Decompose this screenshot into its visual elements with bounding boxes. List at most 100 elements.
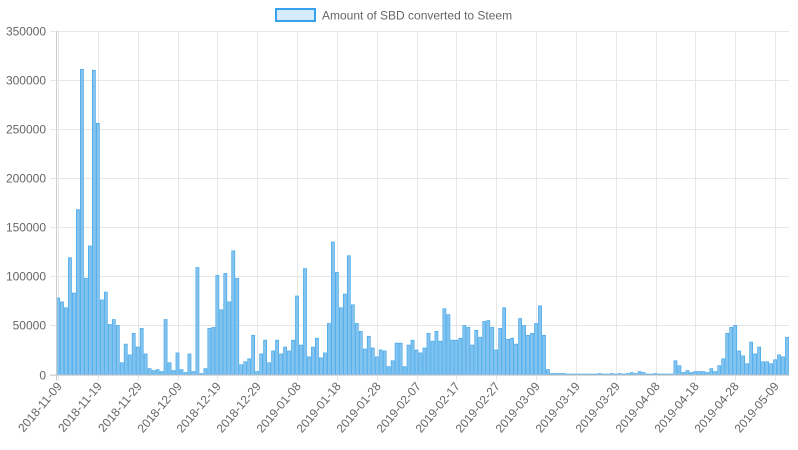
bar[interactable] [474,330,479,375]
bar[interactable] [378,349,383,375]
bar[interactable] [91,69,96,375]
bar[interactable] [119,362,124,375]
bar[interactable] [227,301,232,375]
bar[interactable] [781,356,785,375]
bar[interactable] [430,340,435,375]
bar[interactable] [390,360,395,375]
bar[interactable] [546,369,550,375]
bar[interactable] [111,319,116,375]
bar[interactable] [422,347,427,375]
bar[interactable] [76,209,80,375]
bar[interactable] [761,361,765,375]
bar[interactable] [299,344,303,375]
bar[interactable] [350,304,355,375]
bar[interactable] [534,323,538,375]
bar[interactable] [681,372,686,375]
bar[interactable] [255,371,260,375]
bar[interactable] [319,357,323,375]
bar[interactable] [745,363,750,375]
bar[interactable] [749,341,754,375]
bar[interactable] [283,346,287,375]
bar[interactable] [271,350,275,375]
bar[interactable] [458,337,463,375]
bar[interactable] [502,307,507,375]
bar[interactable] [323,352,327,375]
bar[interactable] [191,371,196,375]
bar[interactable] [494,349,499,375]
bar[interactable] [342,293,347,375]
bar[interactable] [737,350,742,375]
bar[interactable] [629,372,634,375]
bar[interactable] [183,372,188,375]
bar[interactable] [641,372,646,375]
bar[interactable] [530,332,534,375]
bar[interactable] [462,325,467,375]
bar[interactable] [773,359,777,375]
bar[interactable] [717,365,722,375]
bar[interactable] [538,305,542,375]
bar[interactable] [287,350,291,375]
bar[interactable] [685,370,690,375]
bar[interactable] [243,361,248,375]
bar[interactable] [554,373,558,375]
bar[interactable] [466,327,471,375]
bar[interactable] [327,323,331,375]
bar[interactable] [374,356,379,375]
legend-label[interactable]: Amount of SBD converted to Steem [322,9,512,23]
bar[interactable] [307,356,311,375]
bar[interactable] [697,371,702,375]
bar[interactable] [99,299,104,375]
bar[interactable] [410,339,415,375]
bar[interactable] [522,325,526,375]
bar[interactable] [414,349,419,375]
bar[interactable] [470,344,475,375]
bar[interactable] [486,320,491,375]
bar[interactable] [498,328,503,375]
bar[interactable] [418,352,423,375]
bar[interactable] [72,292,76,375]
bar[interactable] [291,339,295,375]
bar[interactable] [139,328,144,375]
bar[interactable] [159,371,164,375]
bar[interactable] [303,268,307,375]
bar[interactable] [215,275,220,375]
bar[interactable] [701,371,706,375]
bar[interactable] [653,373,658,375]
bar[interactable] [95,122,100,375]
bar[interactable] [785,336,789,375]
bar[interactable] [143,353,148,375]
bar[interactable] [514,343,518,375]
bar[interactable] [203,368,208,375]
bar[interactable] [155,369,160,375]
bar[interactable] [597,373,602,375]
bar[interactable] [765,361,769,375]
bar[interactable] [434,331,439,375]
bar[interactable] [438,340,443,375]
bar[interactable] [334,272,339,375]
bar[interactable] [757,346,761,375]
bar[interactable] [705,372,710,375]
bar[interactable] [199,373,204,375]
bar[interactable] [267,362,271,375]
bar[interactable] [171,370,176,375]
bar[interactable] [625,373,630,375]
bar[interactable] [239,364,244,375]
bar[interactable] [382,350,387,375]
bar[interactable] [88,245,92,375]
bar[interactable] [231,250,236,375]
bar[interactable] [725,332,730,375]
bar[interactable] [550,373,554,375]
bar[interactable] [223,273,228,375]
bar[interactable] [358,331,363,375]
legend[interactable]: Amount of SBD converted to Steem [275,8,512,23]
bar[interactable] [721,358,726,375]
bar[interactable] [370,347,375,375]
bar[interactable] [60,301,64,375]
bar[interactable] [235,278,240,375]
bar[interactable] [366,335,371,375]
bar[interactable] [777,354,781,375]
bar[interactable] [179,369,184,375]
bar[interactable] [442,308,447,375]
bar[interactable] [187,353,192,375]
bar[interactable] [506,338,511,375]
